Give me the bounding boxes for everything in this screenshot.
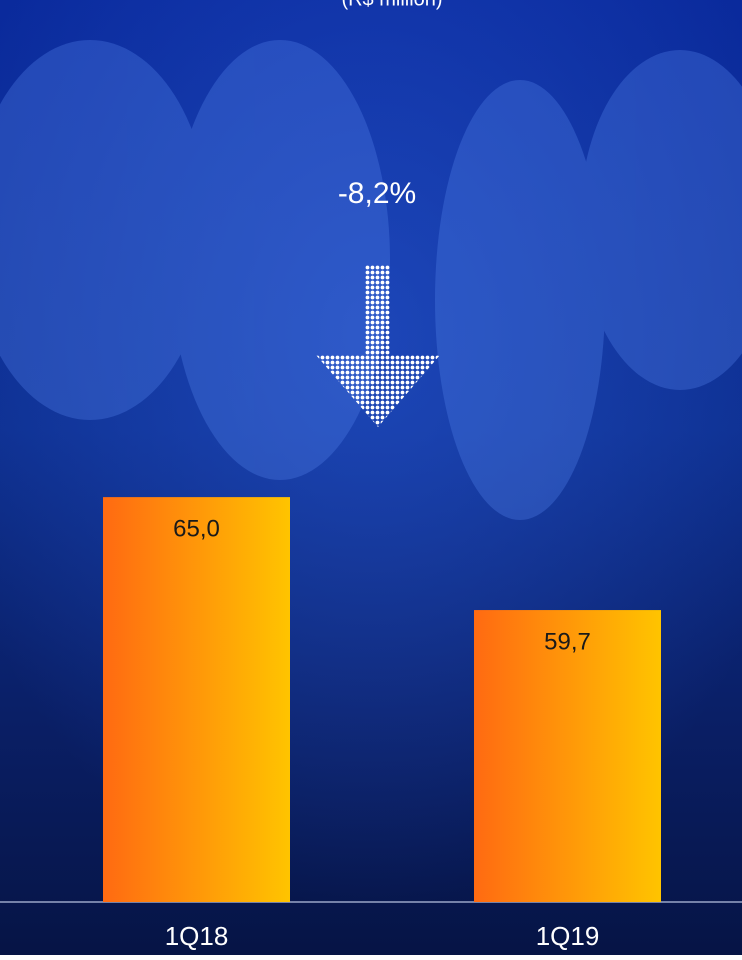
chart: (R$ million) -8,2% 1Q18 65,0 1Q19 59,7 (0, 0, 742, 955)
value-label: 65,0 (173, 515, 220, 542)
subtitle: (R$ million) (341, 0, 442, 10)
change-annotation: -8,2% (338, 177, 416, 210)
value-label: 59,7 (544, 628, 591, 655)
page: (R$ million) -8,2% 1Q1865,01Q1959,7 (() … (0, 0, 742, 955)
x-tick-label: 1Q19 (536, 921, 600, 951)
bar (103, 497, 290, 902)
x-tick-label: 1Q18 (165, 921, 229, 951)
